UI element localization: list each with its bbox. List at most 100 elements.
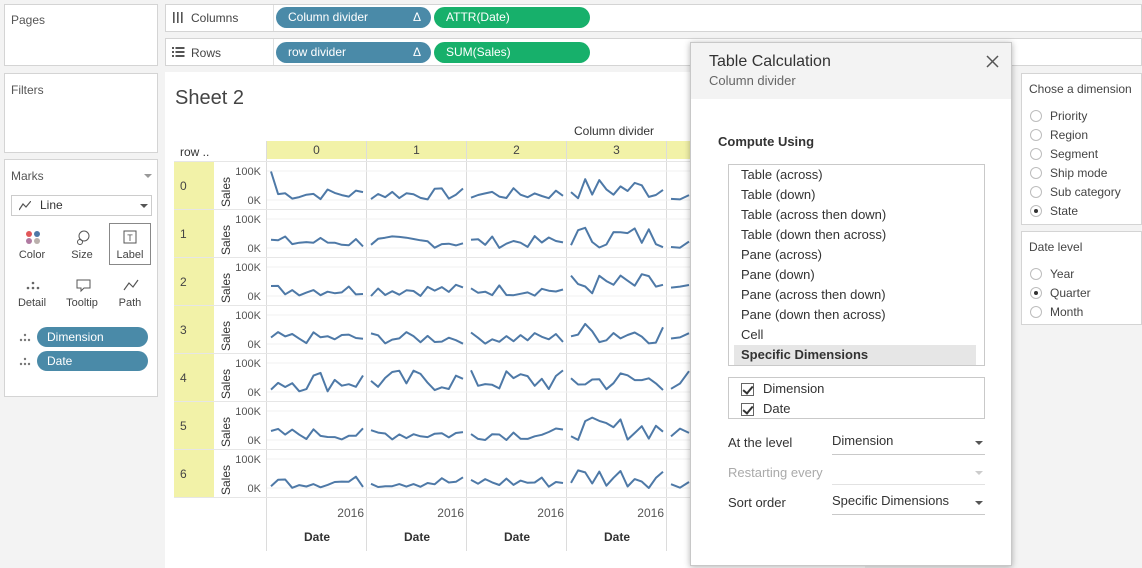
dimension-checkbox-label: Dimension [763, 381, 825, 396]
size-label: Size [71, 249, 93, 261]
size-icon [77, 230, 90, 245]
row-header-0[interactable]: 0 [174, 162, 214, 209]
compute-option-table-down[interactable]: Table (down) [741, 187, 816, 202]
chevron-down-icon [140, 204, 148, 208]
column-header-1[interactable]: 1 [367, 141, 466, 159]
sales-line [270, 371, 364, 393]
sum-sales-pill[interactable]: SUM(Sales) [434, 42, 590, 63]
row-header-label: 1 [180, 227, 187, 241]
filters-card[interactable]: Filters [4, 73, 158, 153]
mark-type-label: Line [40, 198, 63, 212]
row-divider-pill[interactable]: row divider Δ [276, 42, 431, 63]
line-mark-icon [19, 201, 31, 211]
column-header-2[interactable]: 2 [467, 141, 566, 159]
dialog-subtitle: Column divider [709, 73, 796, 88]
size-button[interactable]: Size [61, 223, 103, 265]
attr-date-pill[interactable]: ATTR(Date) [434, 7, 590, 28]
y-tick-label: 0K [248, 387, 262, 399]
column-header-3[interactable]: 3 [567, 141, 666, 159]
row-divider-pill-label: row divider [288, 45, 347, 59]
compute-option-table-across[interactable]: Table (across) [741, 167, 823, 182]
radio-label: State [1050, 204, 1079, 218]
marks-card: Marks Line Color Size T Label [4, 159, 158, 397]
sort-order-select[interactable]: Specific Dimensions [832, 493, 985, 515]
sales-line [270, 284, 364, 297]
radio-dot [1030, 148, 1042, 160]
marks-title: Marks [11, 169, 44, 183]
x-axis-title: Date [504, 530, 530, 544]
compute-option-cell[interactable]: Cell [741, 327, 764, 342]
row-header-2[interactable]: 2 [174, 258, 214, 305]
close-icon[interactable] [986, 55, 999, 68]
compute-option-specific-dimensions[interactable]: Specific Dimensions [734, 345, 976, 365]
row-header-label: 6 [180, 467, 187, 481]
detail-field-icon [19, 357, 31, 366]
row-header-6[interactable]: 6 [174, 450, 214, 497]
dimension-field-pill[interactable]: Dimension [37, 327, 148, 347]
date-field-pill[interactable]: Date [37, 351, 148, 371]
compute-option-table-across-then-down[interactable]: Table (across then down) [741, 207, 887, 222]
marks-collapse-icon[interactable] [144, 174, 152, 178]
dialog-header: Table Calculation Column divider [691, 43, 1011, 99]
compute-option-pane-down[interactable]: Pane (down) [741, 267, 815, 282]
sales-line [570, 322, 664, 345]
compute-option-pane-across-then-down[interactable]: Pane (across then down) [741, 287, 886, 302]
date-checkbox-label: Date [763, 401, 791, 416]
attr-date-pill-label: ATTR(Date) [446, 10, 510, 24]
sales-line [570, 469, 664, 489]
sales-line [470, 235, 564, 249]
delta-icon: Δ [412, 10, 421, 24]
table-calculation-dialog: Table Calculation Column divider Compute… [690, 42, 1012, 566]
pages-card[interactable]: Pages [4, 4, 158, 66]
columns-icon [173, 12, 183, 23]
y-tick-label: 100K [235, 214, 261, 226]
path-button[interactable]: Path [109, 271, 151, 313]
compute-option-pane-down-then-across[interactable]: Pane (down then across) [741, 307, 886, 322]
tooltip-button[interactable]: Tooltip [61, 271, 103, 313]
at-the-level-label: At the level [728, 435, 793, 450]
radio-dot [1030, 268, 1042, 280]
dimension-checkbox[interactable] [741, 383, 754, 396]
sales-line [270, 331, 364, 345]
column-header-4[interactable] [667, 141, 690, 159]
column-header-0[interactable]: 0 [267, 141, 366, 159]
sales-line [670, 284, 690, 289]
radio-dot [1030, 129, 1042, 141]
sort-order-value: Specific Dimensions [832, 493, 950, 508]
sales-line [270, 475, 364, 489]
detail-button[interactable]: Detail [11, 271, 53, 313]
row-header-3[interactable]: 3 [174, 306, 214, 353]
sales-line [670, 370, 690, 390]
date-checkbox[interactable] [741, 403, 754, 416]
mark-type-select[interactable]: Line [11, 195, 152, 216]
sales-line [470, 427, 564, 441]
dialog-title: Table Calculation [709, 53, 831, 70]
column-divider-pill[interactable]: Column divider Δ [276, 7, 431, 28]
radio-label: Region [1050, 128, 1089, 142]
sales-line [370, 187, 464, 201]
restarting-every-select[interactable] [832, 463, 985, 485]
y-axis-title: Sales [219, 225, 233, 255]
radio-label: Segment [1050, 147, 1099, 161]
row-header-label: 2 [180, 275, 187, 289]
restarting-every-label: Restarting every [728, 465, 823, 480]
compute-option-table-down-then-across[interactable]: Table (down then across) [741, 227, 887, 242]
sales-line [370, 331, 464, 345]
row-header-1[interactable]: 1 [174, 210, 214, 257]
svg-text:T: T [127, 233, 133, 243]
dimension-field-label: Dimension [47, 330, 104, 344]
sales-line [670, 240, 690, 249]
x-tick-label: 2016 [337, 506, 364, 520]
row-header-5[interactable]: 5 [174, 402, 214, 449]
compute-option-pane-across[interactable]: Pane (across) [741, 247, 822, 262]
color-button[interactable]: Color [11, 223, 53, 265]
small-multiples-chart: Sales100K0KSales100K0KSales100K0KSales10… [174, 141, 690, 551]
x-tick-label: 2016 [537, 506, 564, 520]
row-header-4[interactable]: 4 [174, 354, 214, 401]
label-label: Label [116, 249, 144, 261]
sales-line [570, 273, 664, 295]
path-icon [123, 279, 139, 291]
sales-line [470, 284, 564, 297]
label-button[interactable]: T Label [109, 223, 151, 265]
at-the-level-select[interactable]: Dimension [832, 433, 985, 455]
